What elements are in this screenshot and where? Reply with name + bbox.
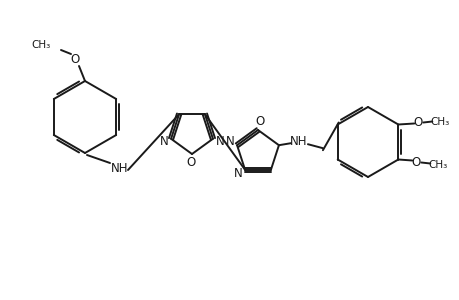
Text: NH: NH bbox=[290, 135, 307, 148]
Text: N: N bbox=[159, 135, 168, 148]
Text: O: O bbox=[70, 52, 79, 65]
Text: O: O bbox=[411, 156, 420, 169]
Text: N: N bbox=[225, 135, 234, 148]
Text: O: O bbox=[186, 155, 195, 169]
Text: CH₃: CH₃ bbox=[32, 40, 51, 50]
Text: O: O bbox=[413, 116, 422, 129]
Text: N: N bbox=[233, 167, 242, 180]
Text: CH₃: CH₃ bbox=[428, 160, 447, 170]
Text: N: N bbox=[215, 135, 224, 148]
Text: NH: NH bbox=[111, 161, 129, 175]
Text: CH₃: CH₃ bbox=[430, 116, 449, 127]
Text: O: O bbox=[255, 115, 264, 128]
